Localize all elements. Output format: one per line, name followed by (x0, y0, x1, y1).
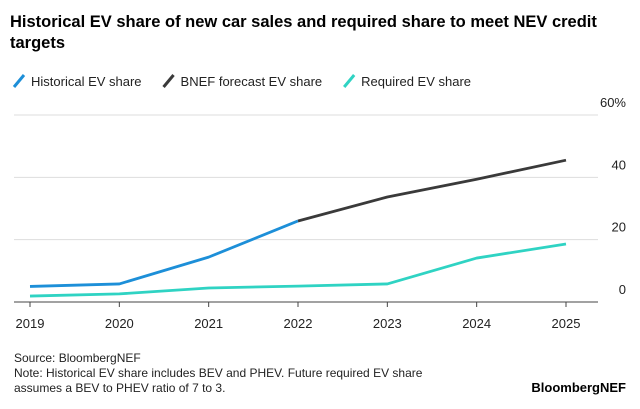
x-tick-label: 2022 (284, 316, 313, 331)
x-tick-label: 2024 (462, 316, 491, 331)
y-tick-label: 60% (600, 95, 626, 110)
legend-label: Historical EV share (31, 74, 142, 89)
chart-title: Historical EV share of new car sales and… (10, 13, 597, 52)
y-tick-label: 40 (612, 157, 626, 172)
source-note: Source: BloombergNEF (14, 351, 141, 365)
legend-swatch (12, 74, 26, 88)
legend-label: BNEF forecast EV share (181, 74, 323, 89)
series-line (29, 219, 299, 288)
x-tick-label: 2019 (16, 316, 45, 331)
series-line (29, 242, 567, 298)
x-tick-label: 2020 (105, 316, 134, 331)
y-tick-label: 20 (612, 220, 626, 235)
legend-swatch (162, 74, 175, 88)
note: Note: Historical EV share includes BEV a… (14, 366, 423, 380)
note: assumes a BEV to PHEV ratio of 7 to 3. (14, 381, 225, 395)
series-line (297, 158, 567, 223)
brand-logo: BloombergNEF (531, 380, 626, 395)
legend-label: Required EV share (361, 74, 471, 89)
legend-swatch (343, 74, 356, 88)
x-tick-label: 2021 (194, 316, 223, 331)
x-tick-label: 2025 (552, 316, 581, 331)
x-tick-label: 2023 (373, 316, 402, 331)
y-tick-label: 0 (619, 282, 626, 297)
title-box: Historical EV share of new car sales and… (10, 13, 597, 52)
